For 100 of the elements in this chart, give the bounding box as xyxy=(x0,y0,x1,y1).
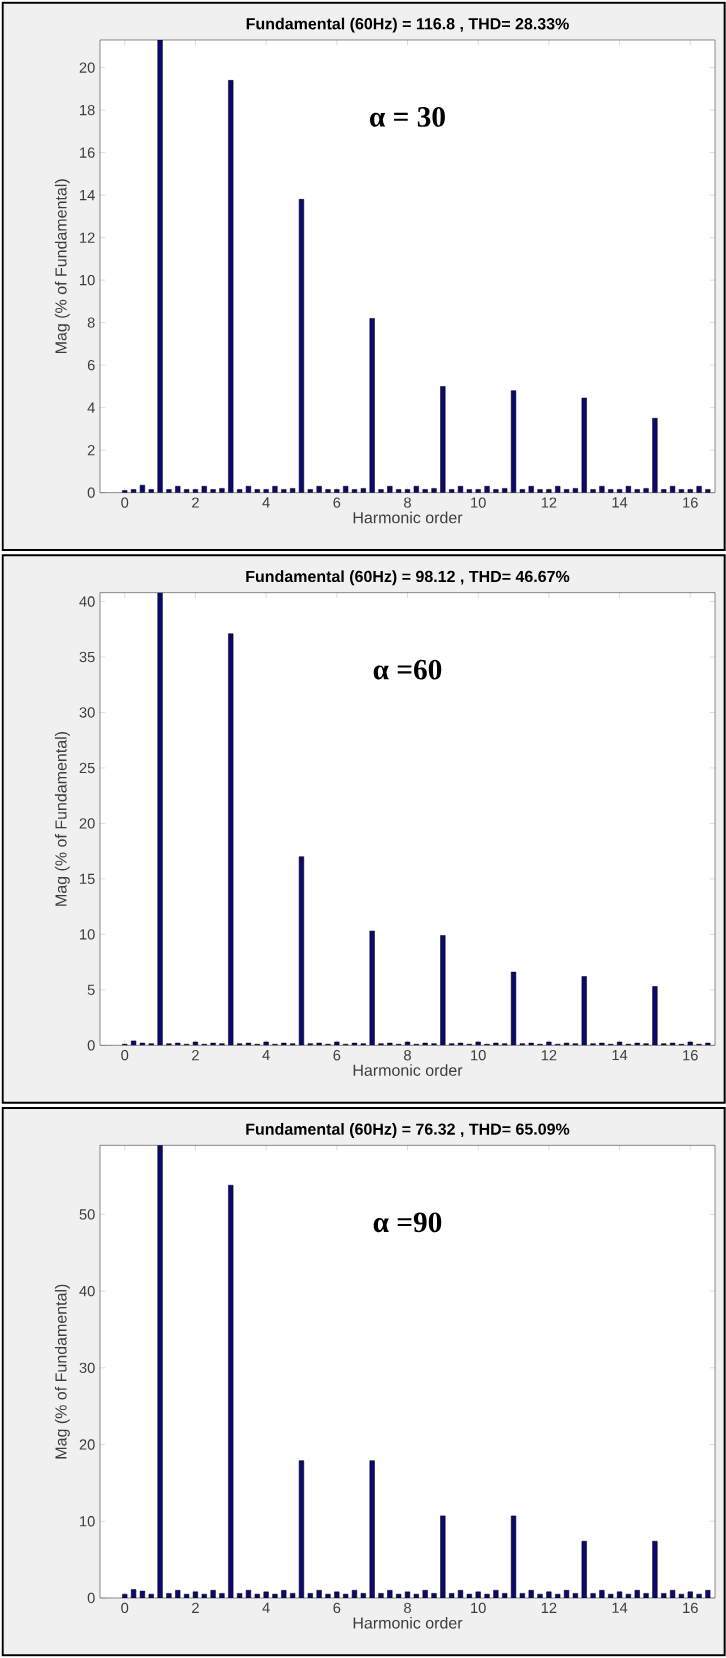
bar xyxy=(652,986,658,1046)
bar xyxy=(687,489,693,493)
bar xyxy=(510,971,517,1046)
x-tick-label: 16 xyxy=(683,1602,698,1614)
bar xyxy=(183,489,190,493)
bar xyxy=(157,39,163,493)
x-tick-label: 6 xyxy=(333,497,341,508)
x-tick-label: 14 xyxy=(612,1050,628,1061)
bar xyxy=(625,486,632,493)
bar xyxy=(219,488,225,493)
bar xyxy=(166,1593,172,1598)
bar xyxy=(528,486,534,493)
bar xyxy=(166,489,172,493)
y-tick-label: 40 xyxy=(79,596,95,607)
bar xyxy=(493,1042,499,1046)
bar xyxy=(431,1593,437,1598)
bar xyxy=(378,1593,384,1598)
bar xyxy=(245,1590,252,1598)
bar xyxy=(440,1515,446,1598)
bar xyxy=(555,486,561,493)
annotation: α =60 xyxy=(373,659,442,680)
bar xyxy=(210,1042,216,1046)
bar xyxy=(139,1042,146,1046)
bar xyxy=(652,1540,658,1598)
x-tick-label: 0 xyxy=(121,1050,129,1061)
bar xyxy=(510,390,517,493)
y-tick-label: 8 xyxy=(87,317,95,328)
bar xyxy=(599,1042,605,1046)
bar xyxy=(272,486,278,493)
bar xyxy=(201,486,207,493)
bar xyxy=(484,486,490,493)
bar xyxy=(493,489,499,493)
bar xyxy=(661,489,667,493)
bar xyxy=(325,1593,331,1598)
x-tick-label: 4 xyxy=(262,497,270,508)
bar xyxy=(316,1590,322,1598)
bar xyxy=(360,488,366,493)
bar xyxy=(705,1042,711,1046)
bar xyxy=(608,489,614,493)
x-tick-label: 2 xyxy=(192,497,199,508)
y-tick-label: 16 xyxy=(80,147,95,158)
bar xyxy=(555,1593,561,1598)
bar xyxy=(334,1591,340,1598)
bar xyxy=(634,1042,640,1046)
y-axis-title: Mag (% of Fundamental) xyxy=(54,1284,70,1459)
x-tick-label: 4 xyxy=(262,1050,270,1061)
bar xyxy=(387,1042,393,1046)
y-tick-label: 40 xyxy=(79,1285,95,1297)
chart-title: Fundamental (60Hz) = 98.12 , THD= 46.67% xyxy=(246,570,570,586)
bar xyxy=(219,1593,225,1598)
bar xyxy=(625,1593,632,1598)
bar xyxy=(422,489,428,493)
bar xyxy=(148,1593,154,1598)
y-tick-label: 10 xyxy=(80,274,95,286)
bar xyxy=(272,1593,278,1598)
bar xyxy=(440,386,446,493)
x-tick-label: 14 xyxy=(612,1602,628,1613)
bar xyxy=(475,489,481,493)
x-tick-label: 2 xyxy=(192,1602,199,1613)
bar xyxy=(334,489,340,493)
y-tick-label: 30 xyxy=(79,707,95,718)
bar xyxy=(634,1590,640,1598)
bar xyxy=(519,1593,525,1598)
bar xyxy=(192,1591,199,1598)
bar xyxy=(263,1041,269,1046)
bar xyxy=(228,80,234,493)
bar xyxy=(669,486,676,493)
x-tick-label: 10 xyxy=(471,1050,486,1061)
bar xyxy=(343,1593,349,1598)
bar xyxy=(139,484,146,493)
bar xyxy=(687,1591,693,1598)
bar xyxy=(572,488,578,493)
x-tick-label: 12 xyxy=(541,1050,557,1061)
bar xyxy=(669,1590,676,1598)
bar xyxy=(245,486,252,493)
bar xyxy=(360,1593,366,1598)
bar xyxy=(581,397,587,493)
x-tick-label: 10 xyxy=(471,497,486,508)
bar xyxy=(608,1593,614,1598)
bar xyxy=(122,490,128,493)
bar xyxy=(528,1590,534,1598)
bar xyxy=(678,1593,685,1598)
bar xyxy=(537,1593,543,1598)
bar xyxy=(228,1184,234,1598)
bar xyxy=(643,488,649,493)
y-tick-label: 4 xyxy=(87,402,95,413)
x-tick-label: 10 xyxy=(471,1602,486,1614)
bar xyxy=(148,489,154,493)
x-tick-label: 8 xyxy=(404,1050,411,1061)
bar xyxy=(298,199,305,493)
bar xyxy=(281,1590,287,1598)
bar xyxy=(652,418,658,493)
bar xyxy=(404,1041,411,1046)
y-tick-label: 25 xyxy=(79,762,95,774)
y-tick-label: 20 xyxy=(79,62,95,73)
bar xyxy=(510,1515,517,1598)
bar xyxy=(183,1593,190,1598)
bar xyxy=(237,1593,243,1598)
y-tick-label: 18 xyxy=(80,104,95,116)
bar xyxy=(457,486,464,493)
